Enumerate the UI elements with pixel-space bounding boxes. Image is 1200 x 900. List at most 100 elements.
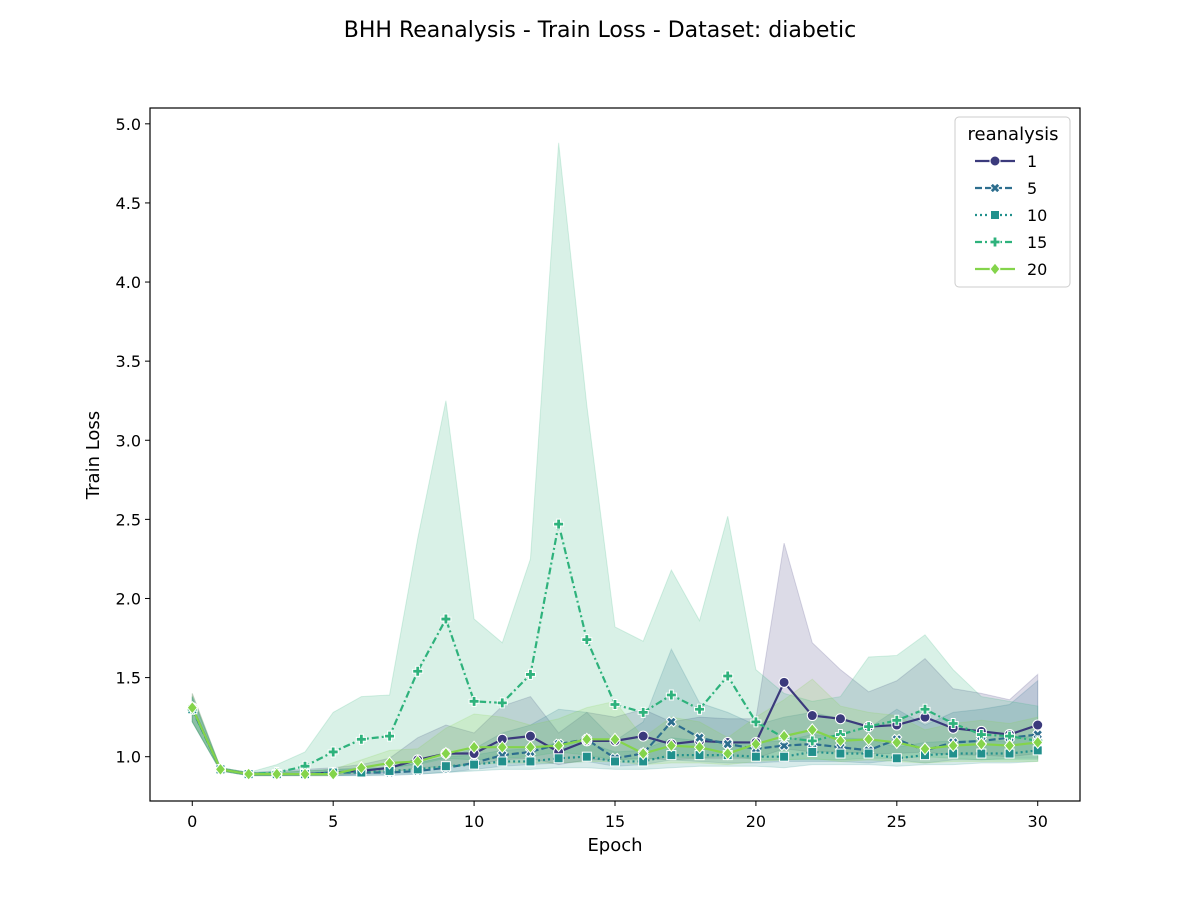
legend-marker-1 xyxy=(989,155,1001,167)
data-point-series-20 xyxy=(665,738,678,753)
data-point-series-15 xyxy=(863,721,875,733)
data-point-series-10 xyxy=(610,756,620,767)
x-tick-label: 25 xyxy=(887,812,907,831)
x-tick-label: 10 xyxy=(464,812,484,831)
data-point-series-20 xyxy=(750,737,762,751)
data-point-series-15 xyxy=(750,716,762,728)
data-point-series-20 xyxy=(327,767,339,781)
data-point-series-20 xyxy=(919,742,931,756)
data-point-series-15 xyxy=(609,698,621,710)
data-point-series-5 xyxy=(693,732,706,744)
data-point-series-10 xyxy=(779,751,790,762)
data-point-series-10 xyxy=(807,746,818,757)
series-markers xyxy=(186,518,1044,781)
y-tick-label: 1.5 xyxy=(116,669,141,688)
legend-title: reanalysis xyxy=(968,124,1059,145)
data-point-series-20 xyxy=(778,729,790,743)
data-point-series-1 xyxy=(637,730,649,742)
data-point-series-15 xyxy=(412,665,424,677)
y-tick-label: 2.5 xyxy=(116,510,141,529)
data-point-series-20 xyxy=(1032,735,1044,750)
data-point-series-20 xyxy=(1003,738,1016,753)
data-point-series-20 xyxy=(299,767,311,781)
y-axis-label: Train Loss xyxy=(83,411,104,500)
data-point-series-1 xyxy=(1032,719,1044,731)
legend-marker-10 xyxy=(990,210,1000,220)
ci-band-series-5 xyxy=(191,647,1039,777)
data-point-series-20 xyxy=(637,746,649,761)
data-point-series-1 xyxy=(834,713,846,725)
legend-item-15: 15 xyxy=(975,233,1047,252)
data-point-series-10 xyxy=(525,756,536,767)
x-axis-label: Epoch xyxy=(587,835,642,856)
data-point-series-1 xyxy=(778,676,790,688)
data-point-series-15 xyxy=(327,746,339,758)
data-point-series-10 xyxy=(891,753,902,764)
data-point-series-15 xyxy=(384,730,396,742)
data-point-series-20 xyxy=(693,740,706,754)
legend-item-10: 10 xyxy=(975,206,1047,225)
y-axis: 1.0 1.5 2.0 2.5 3.0 3.5 4.0 4.5 5.0 xyxy=(116,115,150,767)
y-tick-label: 4.0 xyxy=(116,273,141,292)
data-point-series-20 xyxy=(862,732,875,747)
x-tick-label: 20 xyxy=(746,812,766,831)
legend-label-5: 5 xyxy=(1027,179,1037,198)
legend-marker-15 xyxy=(989,236,1001,248)
confidence-bands xyxy=(191,142,1039,777)
x-tick-label: 30 xyxy=(1028,812,1048,831)
x-axis: 0 5 10 15 20 25 30 xyxy=(187,801,1048,831)
data-point-series-20 xyxy=(891,735,903,750)
legend-label-1: 1 xyxy=(1027,152,1037,171)
data-point-series-15 xyxy=(665,689,677,701)
y-tick-label: 1.0 xyxy=(116,748,141,767)
data-point-series-15 xyxy=(468,695,480,707)
legend-item-20: 20 xyxy=(975,260,1047,279)
x-tick-label: 15 xyxy=(605,812,625,831)
data-point-series-10 xyxy=(497,756,508,767)
data-point-series-15 xyxy=(355,733,367,745)
y-tick-label: 2.0 xyxy=(116,589,141,608)
data-point-series-20 xyxy=(975,737,988,751)
data-point-series-20 xyxy=(355,760,368,775)
y-tick-label: 3.5 xyxy=(116,352,141,371)
data-point-series-10 xyxy=(863,748,874,759)
data-point-series-20 xyxy=(722,746,734,761)
data-point-series-10 xyxy=(440,761,451,772)
data-point-series-20 xyxy=(383,756,396,770)
ci-band-series-10 xyxy=(191,696,1039,777)
y-tick-label: 3.0 xyxy=(116,431,141,450)
data-point-series-10 xyxy=(469,759,480,770)
data-point-series-15 xyxy=(919,703,931,715)
plot-area xyxy=(149,107,1081,802)
data-point-series-1 xyxy=(806,710,818,722)
legend-item-5: 5 xyxy=(975,179,1037,198)
y-tick-label: 4.5 xyxy=(116,194,141,213)
legend-marker-5 xyxy=(989,182,1001,194)
data-point-series-20 xyxy=(468,740,480,754)
data-point-series-20 xyxy=(552,738,565,753)
data-point-series-15 xyxy=(553,518,565,530)
data-point-series-15 xyxy=(722,670,734,682)
data-point-series-15 xyxy=(524,668,536,680)
data-point-series-20 xyxy=(834,734,847,748)
legend-frame xyxy=(954,116,1071,288)
data-point-series-10 xyxy=(835,748,846,759)
data-point-series-20 xyxy=(186,700,198,715)
data-point-series-20 xyxy=(440,746,452,761)
data-point-series-15 xyxy=(581,634,593,646)
legend-label-15: 15 xyxy=(1027,233,1047,252)
x-tick-label: 5 xyxy=(328,812,338,831)
data-point-series-5 xyxy=(665,716,677,728)
data-point-series-15 xyxy=(947,717,959,729)
data-point-series-10 xyxy=(553,753,564,764)
data-point-series-10 xyxy=(750,751,761,762)
y-tick-label: 5.0 xyxy=(116,115,141,134)
data-point-series-20 xyxy=(581,732,593,747)
data-point-series-20 xyxy=(609,732,621,747)
data-point-series-10 xyxy=(581,751,592,762)
data-point-series-20 xyxy=(242,767,255,781)
data-point-series-15 xyxy=(694,703,706,715)
